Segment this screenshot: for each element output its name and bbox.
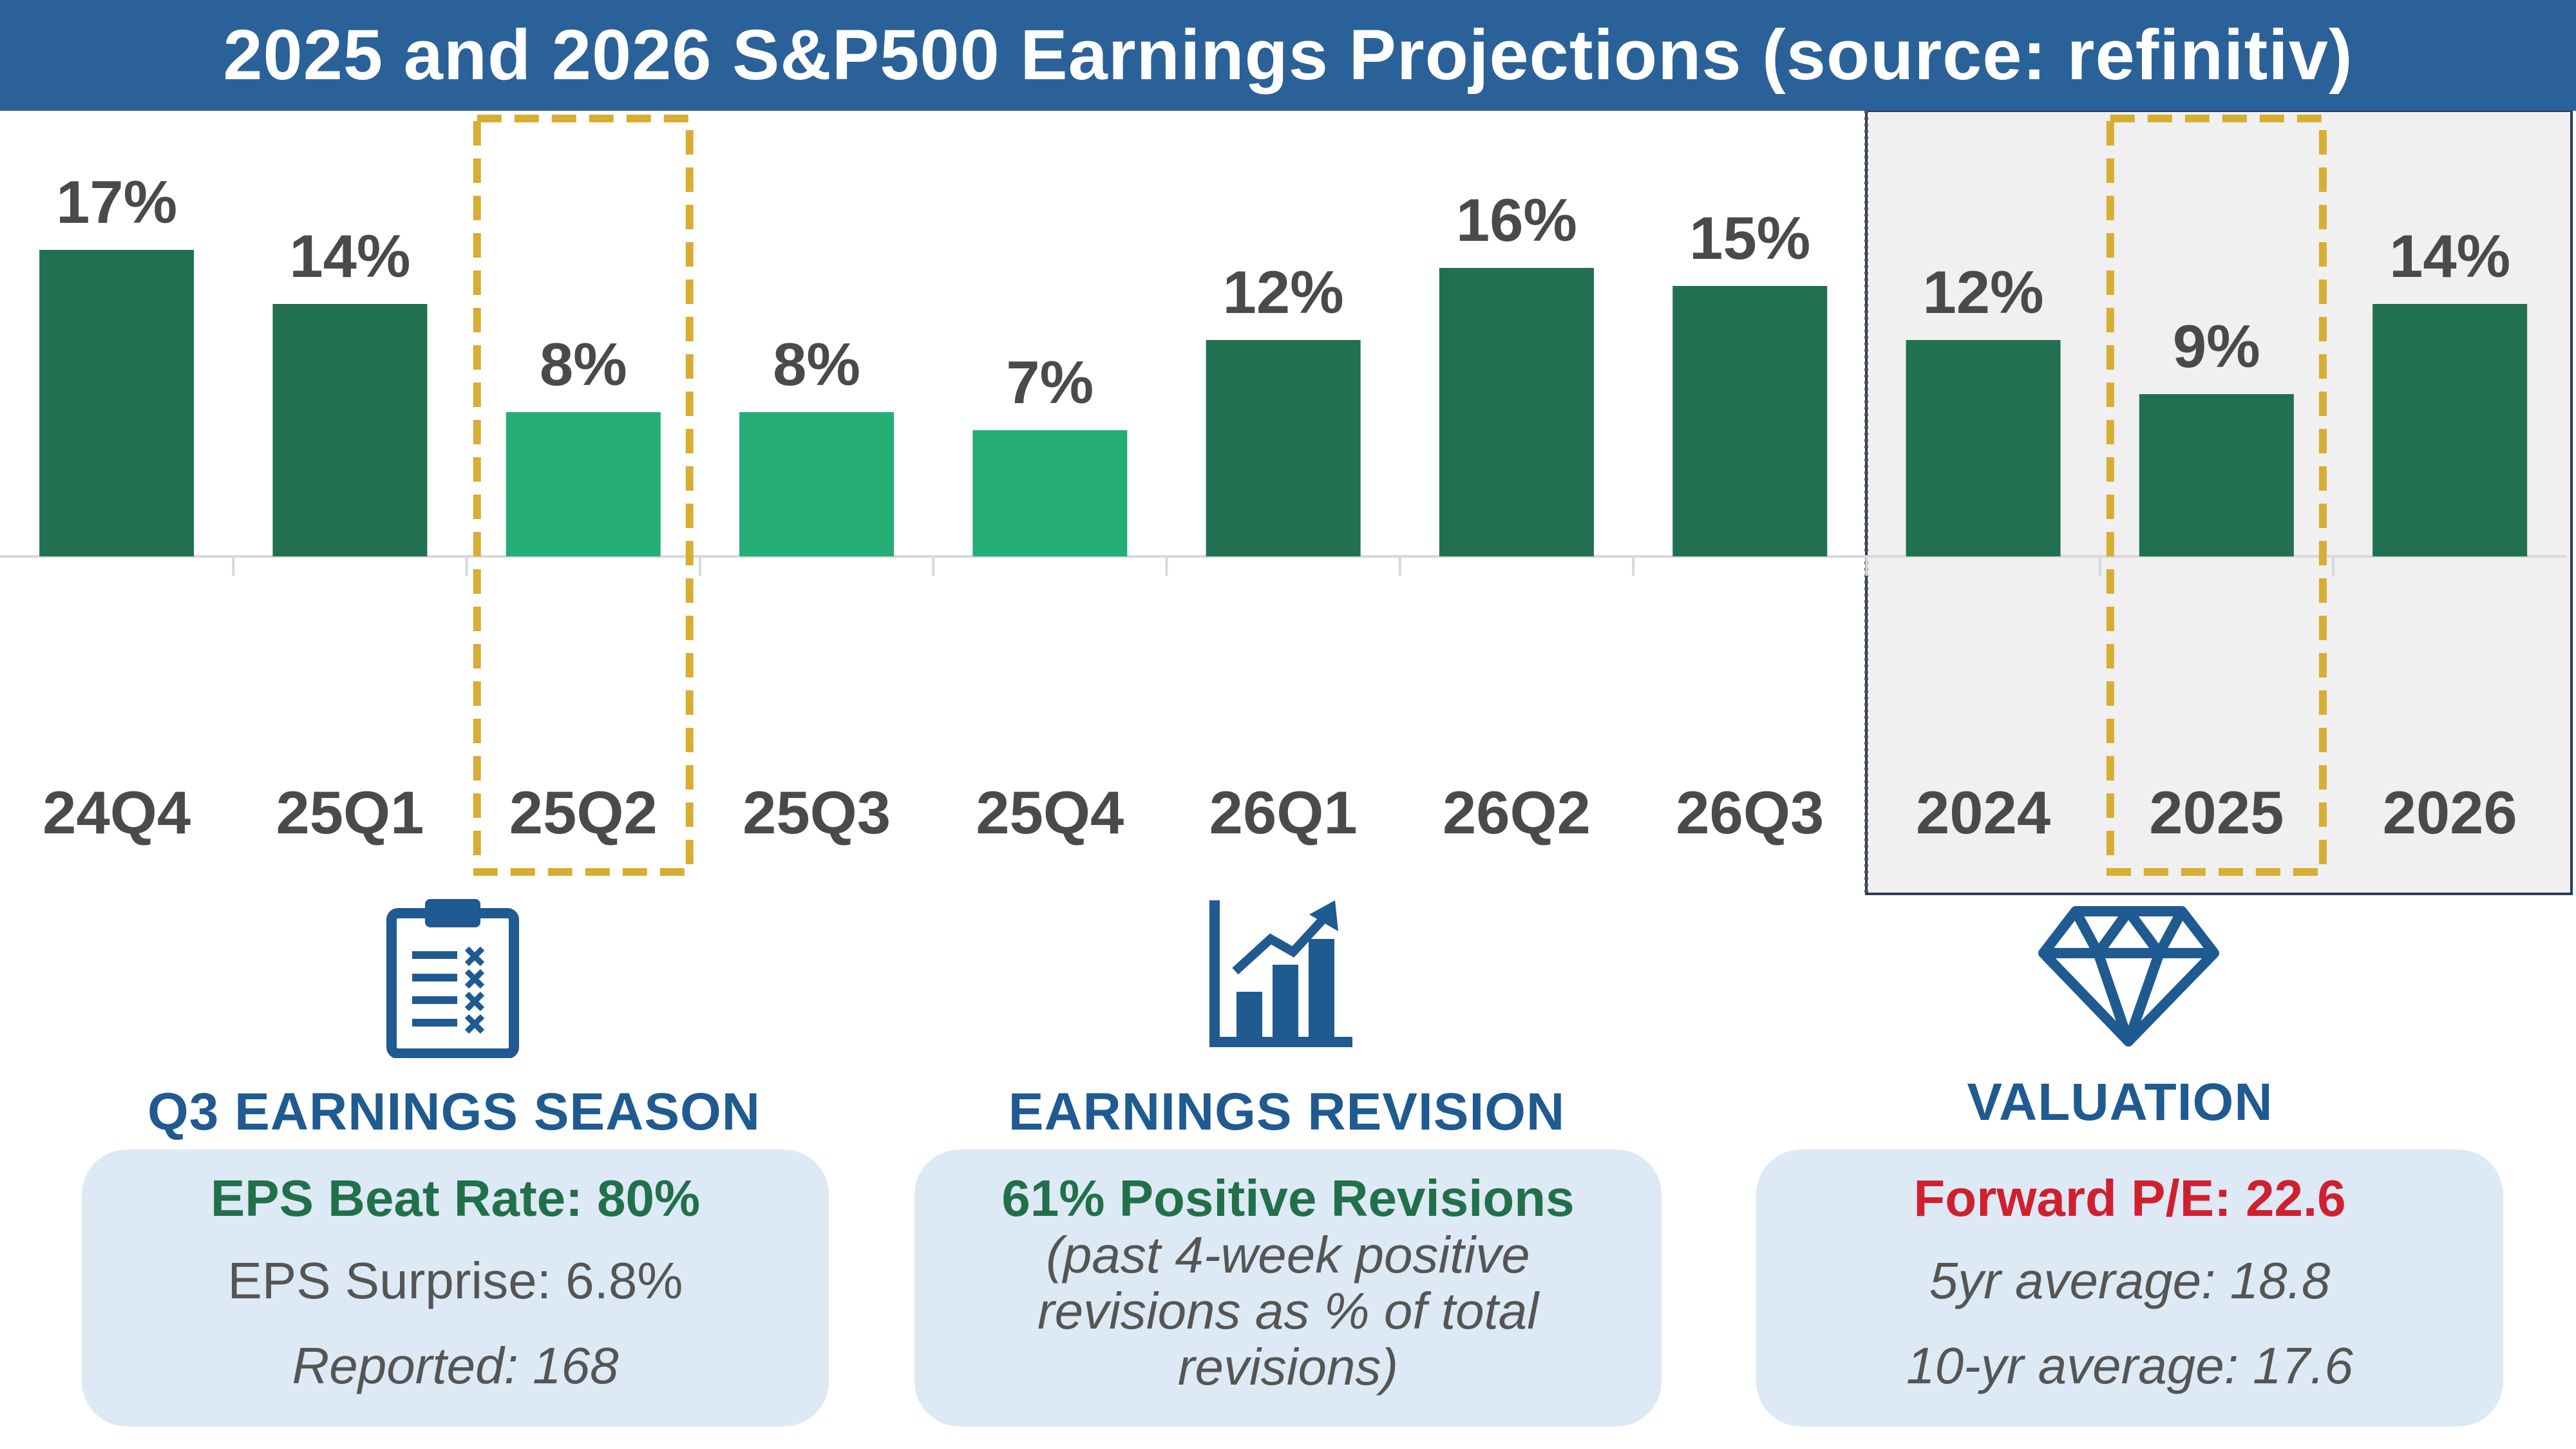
bar-26q3 <box>1672 286 1828 556</box>
bar-25q3 <box>739 412 895 556</box>
section-title-valuation: VALUATION <box>1967 1073 2273 1132</box>
valuation-box: Forward P/E: 22.6 5yr average: 18.8 10-y… <box>1756 1150 2503 1426</box>
revisions-note-line-1: (past 4-week positive <box>1046 1226 1530 1283</box>
category-label-24q4: 24Q4 <box>43 779 191 846</box>
section-title-earnings-revision: EARNINGS REVISION <box>1008 1083 1566 1141</box>
value-label-26q2: 16% <box>1456 186 1577 254</box>
bar-25q4 <box>972 430 1128 556</box>
value-label-26q1: 12% <box>1223 258 1344 326</box>
value-label-2026: 14% <box>2389 222 2510 290</box>
highlight-box-2025 <box>2106 115 2327 876</box>
earnings-season-box: EPS Beat Rate: 80% EPS Surprise: 6.8% Re… <box>82 1150 829 1426</box>
value-label-25q2: 8% <box>540 330 627 398</box>
value-label-26q3: 15% <box>1689 204 1810 272</box>
value-label-2024: 12% <box>1922 258 2043 326</box>
bar-25q2 <box>506 412 661 556</box>
eps-surprise: EPS Surprise: 6.8% <box>227 1252 683 1309</box>
category-label-2024: 2024 <box>1916 779 2050 846</box>
bar-chart: 17% 14% 8% 8% 7% 12% 16% 15% 12% 9% 14% 24Q4 25Q1 25… <box>0 111 2573 895</box>
eps-beat-rate: EPS Beat Rate: 80% <box>210 1170 701 1227</box>
section-title-earnings-season: Q3 EARNINGS SEASON <box>147 1083 761 1141</box>
bar-25q1 <box>272 304 428 556</box>
bar-26q2 <box>1439 268 1594 556</box>
bar-2026 <box>2372 304 2528 556</box>
category-label-2025: 2025 <box>2149 779 2284 846</box>
category-label-25q4: 25Q4 <box>976 779 1124 846</box>
category-label-25q3: 25Q3 <box>743 779 891 846</box>
value-label-25q3: 8% <box>773 330 860 398</box>
highlight-box-25q2 <box>473 115 694 876</box>
value-label-25q4: 7% <box>1006 348 1094 416</box>
bar-2025 <box>2139 394 2294 556</box>
value-label-2025: 9% <box>2173 312 2260 380</box>
earnings-revision-box: 61% Positive Revisions (past 4-week posi… <box>914 1150 1662 1426</box>
bar-24q4 <box>39 250 194 556</box>
forward-pe: Forward P/E: 22.6 <box>1913 1170 2346 1227</box>
value-label-24q4: 17% <box>56 168 177 236</box>
chart-title: 2025 and 2026 S&P500 Earnings Projection… <box>223 15 2353 95</box>
category-label-25q2: 25Q2 <box>509 779 658 846</box>
diamond-icon <box>2038 906 2219 1046</box>
category-label-25q1: 25Q1 <box>276 779 424 846</box>
bar-26q1 <box>1206 340 1361 556</box>
revisions-note-line-2: revisions as % of total <box>1037 1282 1539 1340</box>
revisions-note-line-3: revisions) <box>1177 1338 1399 1396</box>
clipboard-checklist-icon <box>386 899 519 1058</box>
title-bar: 2025 and 2026 S&P500 Earnings Projection… <box>0 0 2576 111</box>
positive-revisions: 61% Positive Revisions <box>1001 1170 1575 1227</box>
reported-count: Reported: 168 <box>292 1337 619 1394</box>
category-label-26q3: 26Q3 <box>1676 779 1824 846</box>
category-label-26q1: 26Q1 <box>1209 779 1358 846</box>
category-label-26q2: 26Q2 <box>1443 779 1591 846</box>
growth-bar-chart-icon <box>1209 900 1352 1047</box>
ten-year-average: 10-yr average: 17.6 <box>1906 1337 2353 1394</box>
bar-2024 <box>1906 340 2061 556</box>
category-label-2026: 2026 <box>2383 779 2517 846</box>
value-label-25q1: 14% <box>289 222 410 290</box>
five-year-average: 5yr average: 18.8 <box>1929 1252 2331 1309</box>
